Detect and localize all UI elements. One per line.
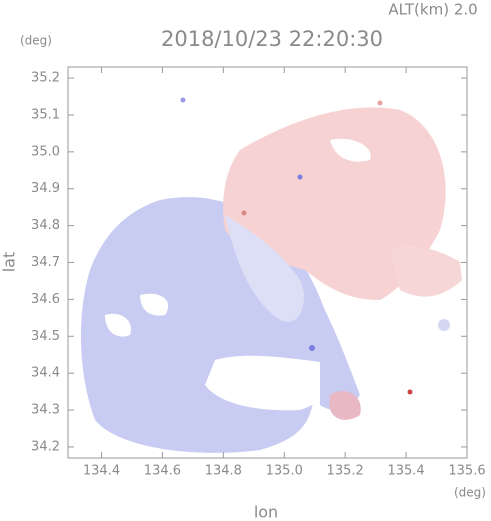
echo-speck	[377, 100, 383, 106]
y-axis-label: lat	[0, 252, 19, 273]
mixed-patch	[329, 391, 361, 420]
x-tick-label: 135.4	[387, 464, 424, 479]
echo-speck	[407, 389, 413, 395]
x-tick-label: 134.4	[83, 464, 120, 479]
receding-patch	[390, 245, 462, 297]
echo-gap	[330, 138, 371, 162]
y-tick-label: 34.8	[31, 218, 60, 233]
x-tick-label: 134.8	[205, 464, 242, 479]
receding-region	[223, 107, 446, 300]
echo-speck	[180, 97, 186, 103]
echo-speck	[241, 210, 247, 216]
approaching-patch	[320, 300, 360, 411]
x-axis-label: lon	[254, 503, 278, 521]
y-tick-label: 35.1	[31, 107, 60, 122]
y-tick-label: 34.3	[31, 403, 60, 418]
y-tick-label: 34.4	[31, 366, 60, 381]
radar-field	[80, 97, 462, 453]
y-tick-label: 34.7	[31, 255, 60, 270]
y-tick-label: 34.9	[31, 181, 60, 196]
echo-speck	[309, 345, 315, 351]
x-tick-label: 134.6	[144, 464, 181, 479]
x-tick-label: 135.6	[448, 464, 485, 479]
chart-title: 2018/10/23 22:20:30	[161, 27, 383, 51]
y-tick-label: 34.2	[31, 439, 60, 454]
echo-gap	[140, 293, 169, 316]
y-tick-label: 35.2	[31, 71, 60, 86]
echo-gap	[205, 355, 345, 411]
x-tick-label: 135.2	[327, 464, 364, 479]
y-unit: (deg)	[20, 34, 52, 48]
y-tick-label: 35.0	[31, 144, 60, 159]
x-unit: (deg)	[454, 486, 486, 500]
y-tick-label: 34.5	[31, 329, 60, 344]
transition-region	[225, 215, 304, 322]
y-tick-label: 34.6	[31, 292, 60, 307]
echo-gap	[105, 313, 131, 337]
altitude-label: ALT(km) 2.0	[388, 1, 477, 19]
echo-speck	[438, 319, 450, 331]
x-tick-label: 135.0	[266, 464, 303, 479]
echo-speck	[297, 174, 303, 180]
